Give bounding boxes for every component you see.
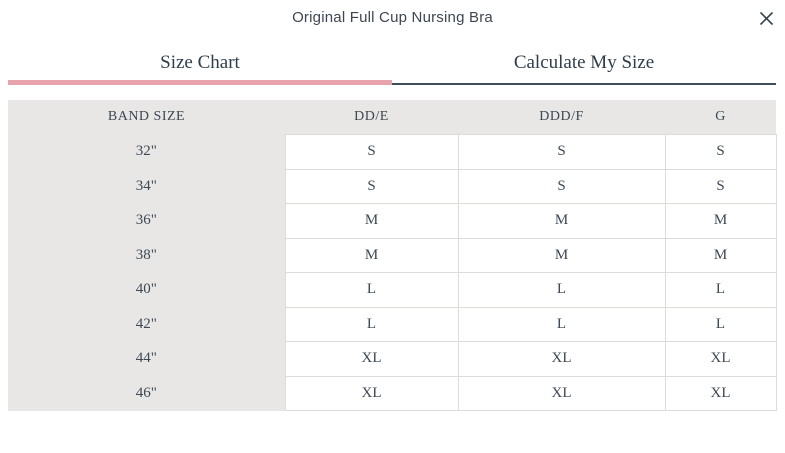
tab-size-chart-label: Size Chart [160,52,240,73]
size-cell: XL [664,341,777,377]
size-cell: S [457,168,666,204]
size-cell: S [664,168,777,204]
size-cell: M [284,237,459,273]
size-cell: XL [457,375,666,411]
column-header-dddf: DDD/F [458,100,665,135]
size-cell: XL [664,375,777,411]
close-button[interactable] [755,7,777,29]
size-cell: S [284,134,459,170]
size-cell: M [457,203,666,239]
size-cell: M [284,203,459,239]
column-header-g: G [665,100,776,135]
tab-calculate-my-size-indicator [392,83,776,85]
band-size-cell: 38" [8,238,285,273]
table-row: 42" L L L [8,306,777,342]
modal-title: Original Full Cup Nursing Bra [292,9,493,26]
size-cell: L [664,272,777,308]
size-cell: S [284,168,459,204]
band-size-cell: 34" [8,169,285,204]
size-cell: L [284,272,459,308]
tab-bar: Size Chart Calculate My Size [8,47,776,85]
table-row: 44" XL XL XL [8,341,777,377]
size-cell: XL [457,341,666,377]
band-size-cell: 42" [8,307,285,342]
size-chart-table: BAND SIZE DD/E DDD/F G 32" S S S 34" S S… [8,100,777,411]
band-size-cell: 46" [8,376,285,411]
table-row: 40" L L L [8,272,777,308]
band-size-cell: 32" [8,134,285,169]
size-cell: XL [284,341,459,377]
size-cell: M [664,237,777,273]
table-row: 36" M M M [8,203,777,239]
size-cell: M [457,237,666,273]
table-row: 46" XL XL XL [8,375,777,411]
band-size-cell: 40" [8,272,285,307]
tab-size-chart-active-indicator [8,80,392,85]
tab-calculate-my-size[interactable]: Calculate My Size [392,47,776,85]
size-cell: S [457,134,666,170]
column-header-dde: DD/E [285,100,458,135]
table-row: 38" M M M [8,237,777,273]
size-cell: L [284,306,459,342]
band-size-cell: 44" [8,341,285,376]
table-header-row: BAND SIZE DD/E DDD/F G [8,100,776,135]
table-row: 34" S S S [8,168,777,204]
size-cell: L [664,306,777,342]
close-icon [759,11,774,26]
size-cell: S [664,134,777,170]
tab-size-chart[interactable]: Size Chart [8,47,392,85]
size-cell: L [457,306,666,342]
tab-calculate-my-size-label: Calculate My Size [513,52,655,73]
size-cell: XL [284,375,459,411]
band-size-cell: 36" [8,203,285,238]
size-cell: M [664,203,777,239]
table-row: 32" S S S [8,134,777,170]
size-cell: L [457,272,666,308]
column-header-band-size: BAND SIZE [8,100,285,135]
